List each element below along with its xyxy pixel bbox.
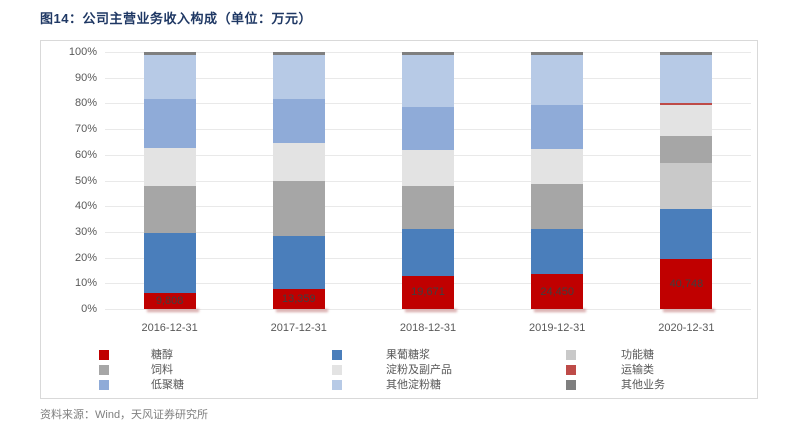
bar-segment-淀粉及副产品 bbox=[272, 143, 325, 181]
bar-segment-低聚糖 bbox=[272, 98, 325, 144]
bar-segment-其他淀粉糖 bbox=[272, 55, 325, 99]
figure-title: 图14：公司主营业务收入构成（单位：万元） bbox=[40, 11, 312, 26]
bar-segment-其他业务 bbox=[531, 52, 584, 55]
bar-segment-其他淀粉糖 bbox=[143, 55, 196, 100]
legend-swatch-低聚糖 bbox=[99, 380, 109, 390]
stacked-bar-2020-12-31: 40,748 bbox=[660, 52, 713, 309]
data-label: 40,748 bbox=[669, 278, 704, 291]
bar-segment-果葡糖浆 bbox=[402, 229, 454, 276]
bar-segment-饲料 bbox=[272, 180, 325, 236]
bar-segment-其他淀粉糖 bbox=[531, 54, 584, 106]
legend-label-运输类: 运输类 bbox=[621, 364, 654, 376]
bar-segment-饲料 bbox=[143, 185, 196, 234]
x-tick-label: 2018-12-31 bbox=[399, 322, 457, 334]
data-label: 24,450 bbox=[540, 285, 575, 298]
bar-segment-其他淀粉糖 bbox=[660, 54, 713, 103]
source-note: 资料来源：Wind，天风证券研究所 bbox=[40, 409, 209, 421]
legend-swatch-运输类 bbox=[566, 365, 576, 375]
bar-segment-糖醇: 9,808 bbox=[143, 292, 196, 309]
bar-segment-运输类 bbox=[660, 102, 713, 106]
y-tick-label: 70% bbox=[74, 123, 97, 136]
bar-segment-糖醇: 13,359 bbox=[272, 288, 325, 309]
bar-segment-糖醇: 40,748 bbox=[660, 259, 713, 309]
stacked-bar-2016-12-31: 9,808 bbox=[143, 52, 196, 309]
bar-segment-果葡糖浆 bbox=[272, 235, 325, 289]
legend-label-淀粉及副产品: 淀粉及副产品 bbox=[386, 364, 452, 376]
bar-segment-其他业务 bbox=[272, 52, 325, 56]
y-tick-label: 50% bbox=[74, 174, 97, 187]
legend-label-糖醇: 糖醇 bbox=[151, 349, 173, 361]
legend-swatch-糖醇 bbox=[99, 350, 109, 360]
y-tick-label: 10% bbox=[74, 277, 97, 290]
bar-segment-低聚糖 bbox=[531, 105, 584, 149]
x-tick-label: 2017-12-31 bbox=[270, 322, 327, 334]
data-label: 13,359 bbox=[281, 292, 316, 305]
bar-segment-其他业务 bbox=[660, 52, 713, 55]
bar-segment-淀粉及副产品 bbox=[660, 105, 713, 137]
bar-segment-糖醇: 19,671 bbox=[402, 275, 454, 309]
y-tick-label: 60% bbox=[74, 148, 97, 161]
legend-swatch-其他业务 bbox=[566, 380, 576, 390]
x-tick-label: 2020-12-31 bbox=[658, 322, 715, 334]
legend-swatch-功能糖 bbox=[566, 350, 576, 360]
y-tick-label: 40% bbox=[74, 200, 97, 213]
stacked-bar-2017-12-31: 13,359 bbox=[272, 52, 325, 309]
bar-segment-功能糖 bbox=[660, 163, 713, 210]
chart-container: 0% 10% 20% 30% 40% 50% 60% 70% 80% 90% 100% 9,808 1… bbox=[40, 40, 758, 399]
y-tick-label: 80% bbox=[74, 97, 97, 110]
bar-segment-淀粉及副产品 bbox=[402, 150, 454, 186]
legend-swatch-淀粉及副产品 bbox=[332, 365, 342, 375]
legend-swatch-饲料 bbox=[99, 365, 109, 375]
bar-segment-果葡糖浆 bbox=[143, 233, 196, 293]
stacked-bar-2019-12-31: 24,450 bbox=[531, 52, 584, 309]
legend-label-功能糖: 功能糖 bbox=[621, 349, 654, 361]
y-tick-label: 0% bbox=[81, 303, 97, 315]
bar-segment-淀粉及副产品 bbox=[531, 148, 584, 184]
data-label: 9,808 bbox=[155, 294, 184, 307]
x-tick-label: 2016-12-31 bbox=[141, 322, 198, 334]
legend-label-果葡糖浆: 果葡糖浆 bbox=[386, 349, 430, 361]
bar-segment-糖醇: 24,450 bbox=[531, 274, 584, 309]
bar-segment-其他业务 bbox=[402, 52, 454, 56]
bar-segment-其他业务 bbox=[143, 52, 196, 56]
bar-segment-其他淀粉糖 bbox=[402, 55, 454, 108]
legend-label-饲料: 饲料 bbox=[151, 364, 173, 376]
data-label: 19,671 bbox=[411, 286, 445, 299]
bar-segment-饲料 bbox=[660, 136, 713, 164]
legend-label-低聚糖: 低聚糖 bbox=[151, 379, 184, 391]
legend-label-其他淀粉糖: 其他淀粉糖 bbox=[386, 379, 441, 391]
bar-segment-饲料 bbox=[531, 183, 584, 230]
stacked-bar-2018-12-31: 19,671 bbox=[402, 52, 454, 309]
bar-segment-果葡糖浆 bbox=[531, 229, 584, 275]
bar-segment-饲料 bbox=[402, 185, 454, 230]
x-tick-label: 2019-12-31 bbox=[529, 322, 586, 334]
legend-swatch-其他淀粉糖 bbox=[332, 380, 342, 390]
bar-segment-低聚糖 bbox=[143, 99, 196, 149]
legend-label-其他业务: 其他业务 bbox=[621, 379, 665, 391]
legend-swatch-果葡糖浆 bbox=[332, 350, 342, 360]
y-tick-label: 100% bbox=[68, 46, 97, 58]
bar-segment-果葡糖浆 bbox=[660, 209, 713, 260]
plot-area: 9,808 13,359 19,671 24,450 40,748 bbox=[105, 52, 751, 310]
bar-segment-淀粉及副产品 bbox=[143, 148, 196, 186]
y-tick-label: 30% bbox=[74, 225, 97, 238]
y-tick-label: 20% bbox=[74, 251, 97, 264]
bar-segment-低聚糖 bbox=[402, 107, 454, 151]
y-tick-label: 90% bbox=[74, 71, 97, 84]
